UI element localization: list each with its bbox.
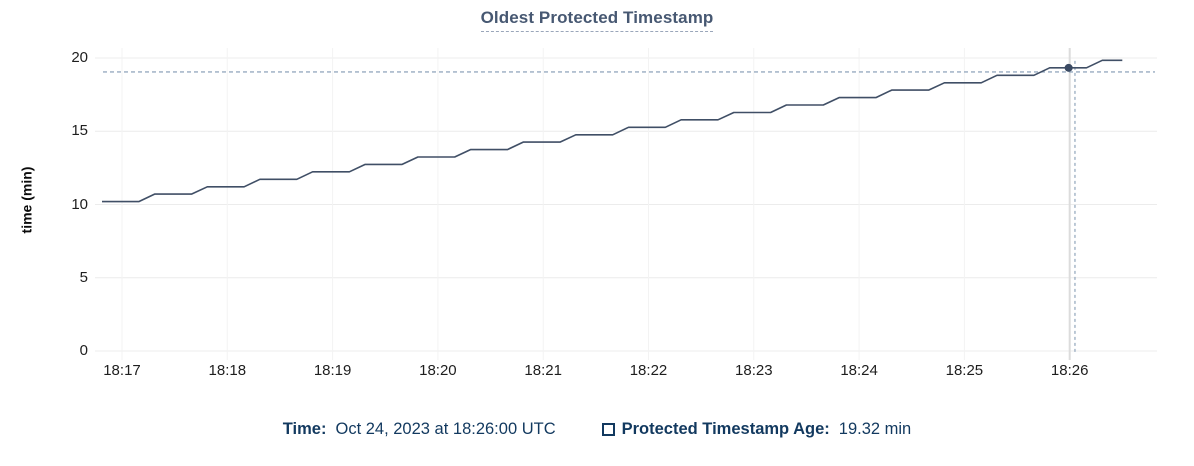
x-tick-label: 18:24 (840, 362, 878, 379)
y-tick-label: 0 (79, 342, 88, 359)
legend-series-value: 19.32 min (838, 420, 912, 438)
legend-series-label: Protected Timestamp Age: (621, 420, 830, 438)
legend-time-label: Time: (282, 420, 327, 438)
hover-point-dot (1064, 63, 1073, 72)
x-tick-label: 18:25 (945, 362, 984, 379)
x-tick-label: 18:18 (208, 362, 247, 379)
x-tick-label: 18:23 (735, 362, 773, 379)
x-tick-label: 18:17 (103, 362, 141, 379)
x-tick-label: 18:26 (1050, 362, 1089, 379)
y-tick-label: 10 (71, 195, 88, 213)
legend-time-group: Time: Oct 24, 2023 at 18:26:00 UTC (283, 420, 556, 439)
chart-plot-area[interactable]: time (min) 0 5 10 15 20 18:17 18:18 18:19 18:20 1… (0, 0, 1194, 400)
chart-legend: Time: Oct 24, 2023 at 18:26:00 UTC Prote… (0, 420, 1194, 439)
x-tick-label: 18:22 (629, 362, 668, 379)
legend-series-item[interactable]: Protected Timestamp Age: 19.32 min (601, 420, 912, 439)
x-tick-label: 18:20 (419, 362, 457, 379)
y-tick-label: 5 (79, 268, 88, 286)
x-tick-label: 18:21 (524, 362, 562, 379)
legend-time-value: Oct 24, 2023 at 18:26:00 UTC (335, 420, 556, 438)
chart-canvas[interactable] (0, 0, 1194, 400)
y-tick-label: 15 (71, 122, 88, 140)
series-line (102, 59, 1123, 203)
chart-title-row: Oldest Protected Timestamp (0, 8, 1194, 32)
chart-title[interactable]: Oldest Protected Timestamp (480, 8, 714, 32)
series-swatch-icon (601, 423, 615, 436)
y-tick-label: 20 (71, 49, 88, 66)
x-tick-label: 18:19 (313, 362, 352, 379)
